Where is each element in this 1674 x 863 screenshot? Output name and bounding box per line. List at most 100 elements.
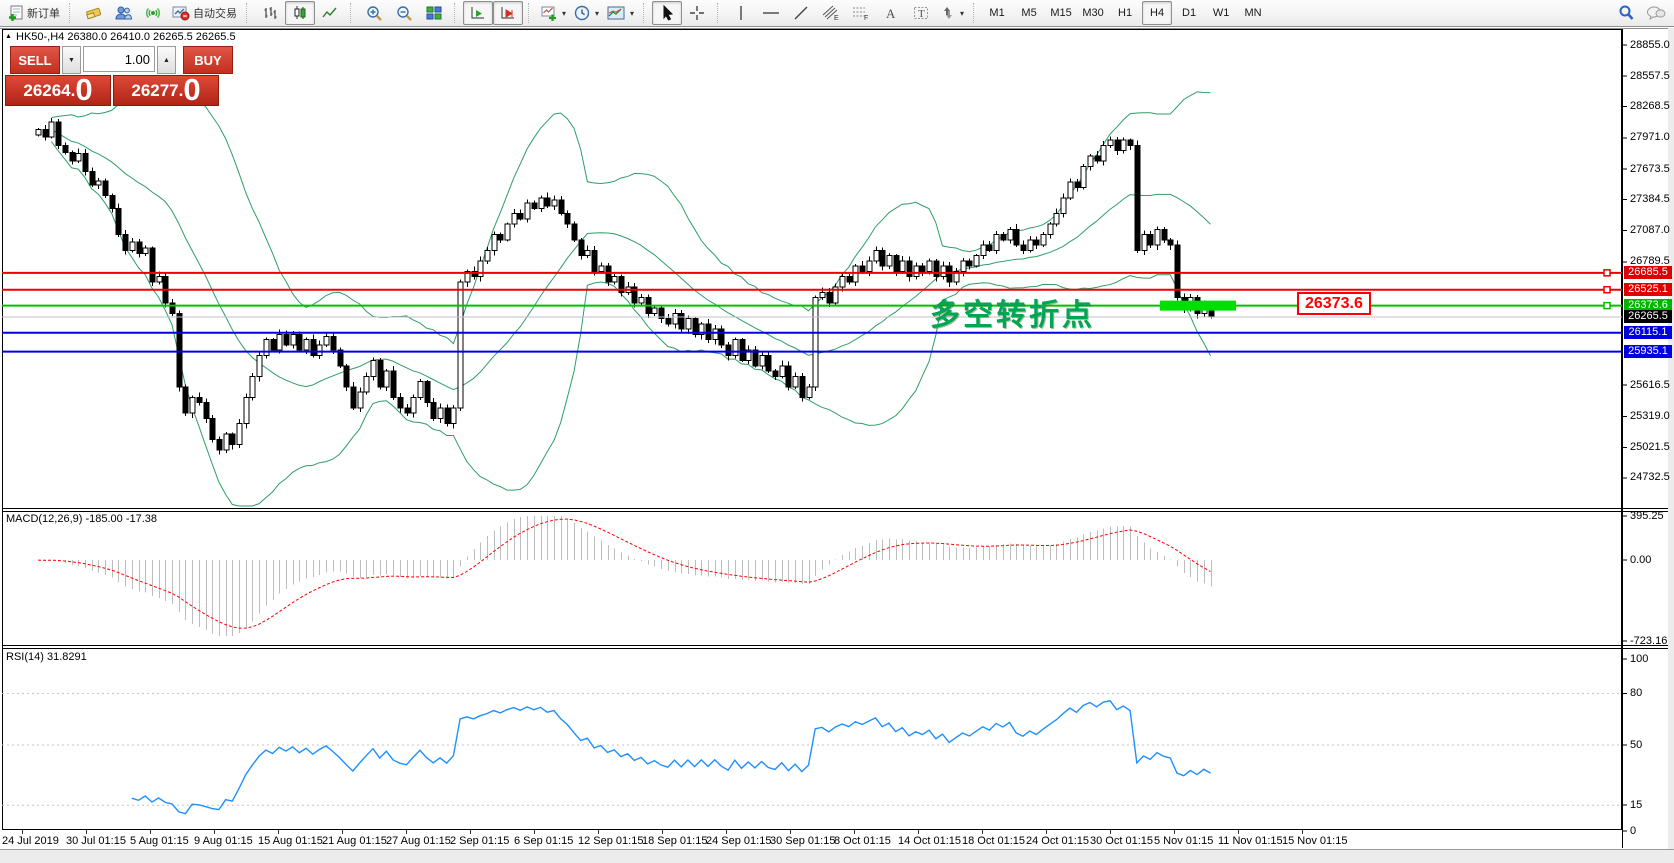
chart-shift-button[interactable] xyxy=(493,1,523,25)
window-right-edge xyxy=(1668,28,1674,863)
date-axis-label: 18 Sep 01:15 xyxy=(642,835,708,847)
price-axis-tick: 28855.0 xyxy=(1630,38,1670,51)
cursor-icon xyxy=(663,5,673,21)
line-chart-icon xyxy=(322,7,337,18)
zoom-in-button[interactable] xyxy=(359,1,389,25)
timeframe-H1[interactable]: H1 xyxy=(1118,7,1133,19)
rsi-name: RSI(14) xyxy=(6,651,44,663)
date-axis-label: 24 Sep 01:15 xyxy=(706,835,772,847)
chart-annotation-text[interactable]: 多空转折点 xyxy=(930,298,1095,333)
fibonacci-icon: F xyxy=(853,7,868,21)
text-label-tool-button[interactable]: T xyxy=(906,1,936,25)
timeframe-W1[interactable]: W1 xyxy=(1212,7,1230,19)
macd-indicator-label: MACD(12,26,9) -185.00 -17.38 xyxy=(6,513,157,525)
toolbar-separator xyxy=(528,3,533,23)
volume-increase-button[interactable]: ▲ xyxy=(157,46,176,74)
timeframe-M30[interactable]: M30 xyxy=(1082,7,1104,19)
timeframe-M5[interactable]: M5 xyxy=(1021,7,1037,19)
eraser-icon xyxy=(86,7,102,20)
price-axis-tick: 25021.5 xyxy=(1630,441,1670,454)
fibonacci-tool-button[interactable]: F xyxy=(846,1,876,25)
toolbar-separator xyxy=(643,3,648,23)
macd-axis-tick: 0.00 xyxy=(1630,553,1652,566)
arrows-tool-button[interactable]: ▾ xyxy=(936,1,968,25)
price-level-tag[interactable]: 26373.6 xyxy=(1297,292,1371,315)
svg-text:A: A xyxy=(886,6,896,21)
text-tool-button[interactable]: A xyxy=(876,1,906,25)
volume-decrease-button[interactable]: ▼ xyxy=(62,46,81,74)
timeframe-M1[interactable]: M1 xyxy=(989,7,1005,19)
periods-button[interactable]: ▾ xyxy=(570,1,603,25)
chat-button[interactable] xyxy=(1641,1,1671,25)
macd-values: -185.00 -17.38 xyxy=(85,513,158,525)
date-axis-label: 15 Aug 01:15 xyxy=(258,835,323,847)
indicators-button[interactable]: ▾ xyxy=(537,1,570,25)
date-axis-label: 18 Oct 01:15 xyxy=(962,835,1025,847)
candlestick-mode-button[interactable] xyxy=(285,1,315,25)
clock-icon xyxy=(574,5,590,20)
price-axis-tick: 27087.0 xyxy=(1630,224,1670,237)
date-axis-label: 21 Aug 01:15 xyxy=(322,835,387,847)
horizontal-line-icon xyxy=(763,12,780,14)
price-axis-tick: 28268.5 xyxy=(1630,100,1670,113)
toolbar-separator xyxy=(717,3,722,23)
buy-price-big-digit: 0 xyxy=(183,72,201,107)
zoom-out-button[interactable] xyxy=(389,1,419,25)
sell-price-box[interactable]: 26264. 0 xyxy=(5,74,111,106)
date-axis-label: 12 Sep 01:15 xyxy=(578,835,644,847)
autotrade-button[interactable]: 自动交易 xyxy=(168,1,241,25)
auto-scroll-button[interactable] xyxy=(463,1,493,25)
date-axis-label: 9 Aug 01:15 xyxy=(194,835,253,847)
toolbar-separator xyxy=(350,3,355,23)
rsi-axis-tick: 100 xyxy=(1630,652,1649,665)
signal-icon xyxy=(145,7,161,19)
price-axis-tick: 25319.0 xyxy=(1630,409,1670,422)
new-order-button[interactable]: 新订单 xyxy=(3,1,64,25)
crosshair-button[interactable] xyxy=(682,1,712,25)
macd-name: MACD(12,26,9) xyxy=(6,513,83,525)
svg-text:F: F xyxy=(864,15,868,21)
horizontal-line-tool-button[interactable] xyxy=(756,1,786,25)
candlestick-icon xyxy=(294,6,306,19)
search-button[interactable] xyxy=(1611,1,1641,25)
market-watch-button[interactable] xyxy=(108,1,138,25)
rsi-axis-tick: 80 xyxy=(1630,686,1643,699)
horizontal-scroll-area[interactable] xyxy=(0,849,1674,863)
date-axis-label: 30 Jul 01:15 xyxy=(66,835,126,847)
channel-icon: E xyxy=(822,5,839,21)
cursor-button[interactable] xyxy=(652,1,683,25)
equidistant-channel-tool-button[interactable]: E xyxy=(816,1,846,25)
timeframe-D1[interactable]: D1 xyxy=(1182,7,1197,19)
line-chart-mode-button[interactable] xyxy=(315,1,345,25)
vertical-line-icon xyxy=(740,6,742,20)
signal-button[interactable] xyxy=(138,1,168,25)
bar-chart-mode-button[interactable] xyxy=(255,1,285,25)
buy-price-box[interactable]: 26277. 0 xyxy=(113,72,219,107)
zoom-out-icon xyxy=(396,5,412,21)
new-order-icon xyxy=(9,5,23,21)
rsi-axis-tick: 0 xyxy=(1630,824,1637,837)
bar-chart-icon xyxy=(264,7,277,19)
arrows-icon xyxy=(944,7,953,19)
volume-input[interactable] xyxy=(83,46,155,72)
timeframe-group: M1 M5 M15 M30 H1 H4 D1 W1 MN xyxy=(982,1,1268,25)
subwindow-collapse-icon[interactable]: ▲ xyxy=(5,33,12,40)
templates-button[interactable]: ▾ xyxy=(603,1,638,25)
price-axis-tick: 25616.5 xyxy=(1630,378,1670,391)
chart-plot-area[interactable] xyxy=(2,29,1622,829)
trendline-tool-button[interactable] xyxy=(786,1,816,25)
zoom-in-icon xyxy=(366,5,382,21)
search-icon xyxy=(1619,5,1634,20)
timeframe-MN[interactable]: MN xyxy=(1244,7,1262,19)
timeframe-H4[interactable]: H4 xyxy=(1142,1,1173,25)
date-axis-label: 14 Oct 01:15 xyxy=(898,835,961,847)
tile-windows-button[interactable] xyxy=(419,1,449,25)
timeframe-M15[interactable]: M15 xyxy=(1050,7,1072,19)
sell-price: 26264 xyxy=(23,81,71,100)
rsi-axis-tick: 15 xyxy=(1630,798,1643,811)
vertical-line-tool-button[interactable] xyxy=(726,1,756,25)
sell-button[interactable]: SELL xyxy=(10,46,60,74)
eraser-button[interactable] xyxy=(78,1,108,25)
crosshair-icon xyxy=(690,6,705,20)
buy-button[interactable]: BUY xyxy=(183,46,233,74)
